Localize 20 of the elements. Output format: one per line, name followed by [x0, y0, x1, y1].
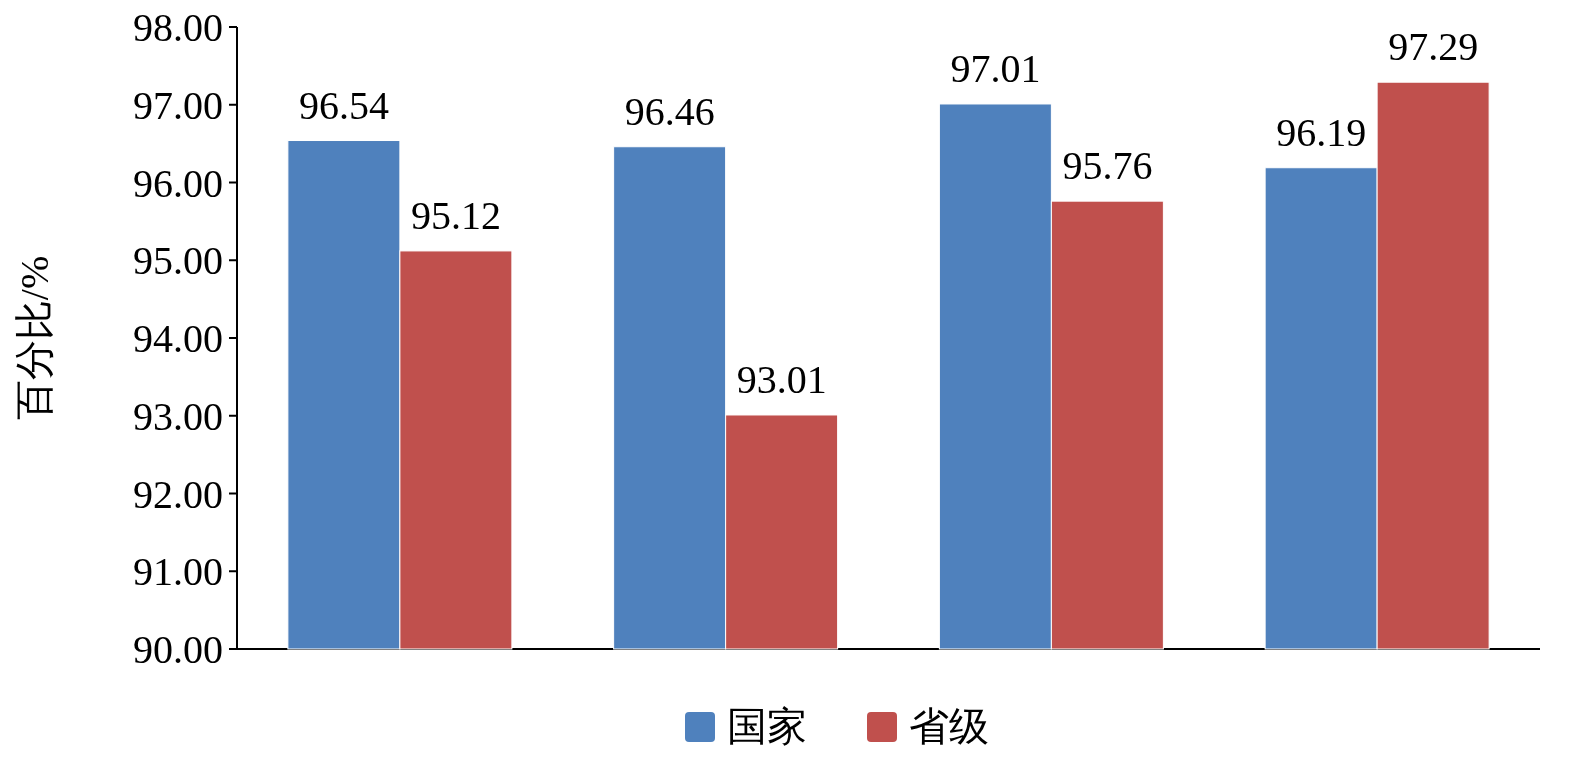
y-tick-label: 94.00: [133, 316, 223, 361]
legend-label: 省级: [909, 704, 989, 749]
data-label: 96.19: [1276, 109, 1367, 155]
data-label: 97.29: [1388, 24, 1479, 70]
y-tick-label: 95.00: [133, 238, 223, 284]
y-tick-label: 97.00: [133, 82, 223, 128]
data-label: 93.01: [736, 356, 827, 402]
y-tick-label: 96.00: [133, 160, 223, 206]
data-label: 97.01: [950, 45, 1041, 91]
data-label: 95.12: [410, 192, 501, 238]
legend-label: 国家: [727, 704, 807, 749]
y-tick-label: 98.00: [133, 5, 223, 50]
y-tick-label: 90.00: [133, 627, 223, 672]
data-label: 96.46: [624, 88, 715, 134]
y-tick-label: 92.00: [133, 471, 223, 517]
y-axis-title: 百分比/%: [12, 255, 57, 421]
y-tick-label: 91.00: [133, 549, 223, 595]
data-label: 96.54: [298, 82, 389, 128]
data-label: 95.76: [1062, 143, 1153, 189]
y-tick-label: 93.00: [133, 393, 223, 439]
